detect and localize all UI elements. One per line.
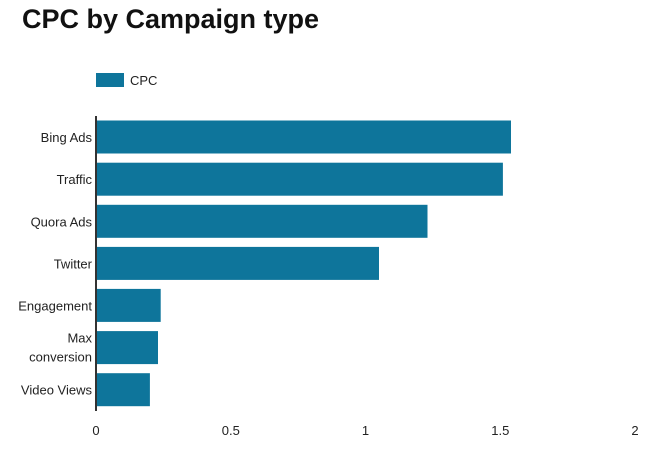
x-tick-label: 0.5 <box>222 423 240 438</box>
x-tick-label: 0 <box>92 423 99 438</box>
x-axis-tick-labels: 0 0.5 1 1.5 2 <box>92 423 638 438</box>
category-label-max-conversion: Max conversion <box>29 331 92 365</box>
legend-label-cpc: CPC <box>130 73 157 88</box>
category-labels: Bing Ads Traffic Quora Ads Twitter Engagemen… <box>18 130 92 398</box>
x-tick-label: 2 <box>631 423 638 438</box>
bar-engagement <box>96 288 161 322</box>
category-label-video-views: Video Views <box>21 383 93 398</box>
bar-max-conversion <box>96 331 158 365</box>
category-label-twitter: Twitter <box>54 256 93 271</box>
category-label-quora-ads: Quora Ads <box>31 214 93 229</box>
chart-title: CPC by Campaign type <box>22 4 320 34</box>
bar-twitter <box>96 246 379 280</box>
bar-bing-ads <box>96 120 511 154</box>
bar-traffic <box>96 162 503 196</box>
category-label-engagement: Engagement <box>18 298 92 313</box>
bars-group <box>96 120 511 407</box>
bar-video-views <box>96 373 150 407</box>
legend-swatch-cpc <box>96 73 124 87</box>
x-tick-label: 1 <box>362 423 369 438</box>
bar-quora-ads <box>96 204 428 238</box>
x-tick-label: 1.5 <box>491 423 509 438</box>
category-label-bing-ads: Bing Ads <box>41 130 93 145</box>
category-label-traffic: Traffic <box>57 172 93 187</box>
legend: CPC <box>96 73 157 88</box>
